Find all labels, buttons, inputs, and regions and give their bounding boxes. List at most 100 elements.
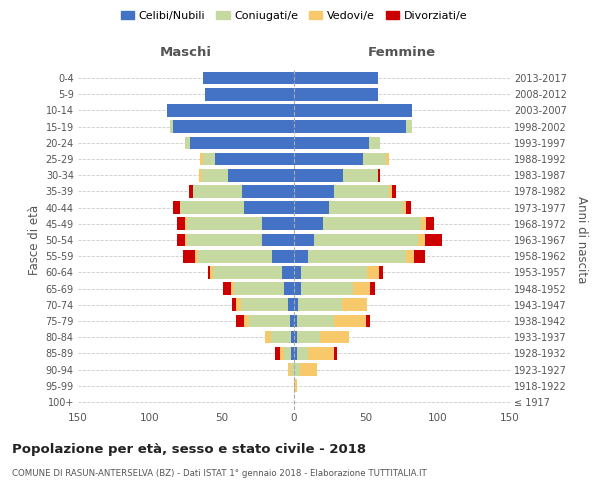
Bar [334,314,366,328]
Bar [228,169,294,181]
Bar [297,331,320,344]
Bar [294,250,308,262]
Bar [294,136,369,149]
Bar [178,218,185,230]
Bar [406,202,410,214]
Text: Popolazione per età, sesso e stato civile - 2018: Popolazione per età, sesso e stato civil… [12,442,366,456]
Bar [197,250,272,262]
Bar [244,202,294,214]
Bar [193,185,242,198]
Bar [180,202,244,214]
Bar [301,266,367,278]
Bar [370,282,374,295]
Bar [294,314,297,328]
Bar [173,120,294,133]
Bar [320,331,349,344]
Bar [183,250,194,262]
Bar [280,347,284,360]
Bar [294,169,343,181]
Bar [214,266,283,278]
Bar [294,88,377,101]
Bar [271,331,291,344]
Bar [366,314,370,328]
Bar [329,202,403,214]
Bar [170,120,173,133]
Bar [242,185,294,198]
Bar [291,363,294,376]
Bar [301,282,353,295]
Bar [418,234,425,246]
Bar [294,218,323,230]
Bar [379,266,383,278]
Bar [294,152,363,166]
Bar [334,185,389,198]
Bar [298,298,341,311]
Bar [203,152,215,166]
Bar [185,218,187,230]
Text: COMUNE DI RASUN-ANTERSELVA (BZ) - Dati ISTAT 1° gennaio 2018 - Elaborazione TUTT: COMUNE DI RASUN-ANTERSELVA (BZ) - Dati I… [12,469,427,478]
Bar [200,152,203,166]
Bar [202,169,228,181]
Bar [288,298,294,311]
Bar [275,347,280,360]
Bar [250,314,290,328]
Bar [294,363,300,376]
Bar [334,347,337,360]
Bar [425,234,442,246]
Bar [353,282,370,295]
Bar [377,169,380,181]
Bar [291,331,294,344]
Bar [406,250,413,262]
Y-axis label: Anni di nascita: Anni di nascita [575,196,589,284]
Bar [187,234,262,246]
Bar [294,120,406,133]
Bar [205,88,294,101]
Bar [215,152,294,166]
Bar [189,185,193,198]
Bar [185,136,190,149]
Bar [294,282,301,295]
Bar [392,185,396,198]
Bar [241,298,288,311]
Bar [290,314,294,328]
Bar [413,250,425,262]
Bar [291,347,294,360]
Bar [294,185,334,198]
Bar [294,380,297,392]
Bar [262,234,294,246]
Bar [294,298,298,311]
Bar [367,266,379,278]
Bar [233,282,284,295]
Legend: Celibi/Nubili, Coniugati/e, Vedovi/e, Divorziati/e: Celibi/Nubili, Coniugati/e, Vedovi/e, Di… [121,10,467,20]
Bar [185,234,187,246]
Bar [230,282,233,295]
Text: Femmine: Femmine [368,46,436,59]
Bar [294,202,329,214]
Bar [262,218,294,230]
Bar [190,136,294,149]
Bar [341,298,367,311]
Bar [343,169,377,181]
Bar [194,250,197,262]
Bar [403,202,406,214]
Bar [297,347,308,360]
Bar [284,282,294,295]
Bar [223,282,230,295]
Y-axis label: Fasce di età: Fasce di età [28,205,41,275]
Bar [208,266,211,278]
Bar [369,136,380,149]
Bar [232,298,236,311]
Bar [300,363,317,376]
Bar [199,169,202,181]
Bar [427,218,434,230]
Bar [294,331,297,344]
Bar [173,202,180,214]
Bar [288,363,291,376]
Bar [314,234,418,246]
Bar [244,314,250,328]
Bar [265,331,271,344]
Bar [294,266,301,278]
Bar [386,152,389,166]
Bar [308,347,334,360]
Bar [211,266,214,278]
